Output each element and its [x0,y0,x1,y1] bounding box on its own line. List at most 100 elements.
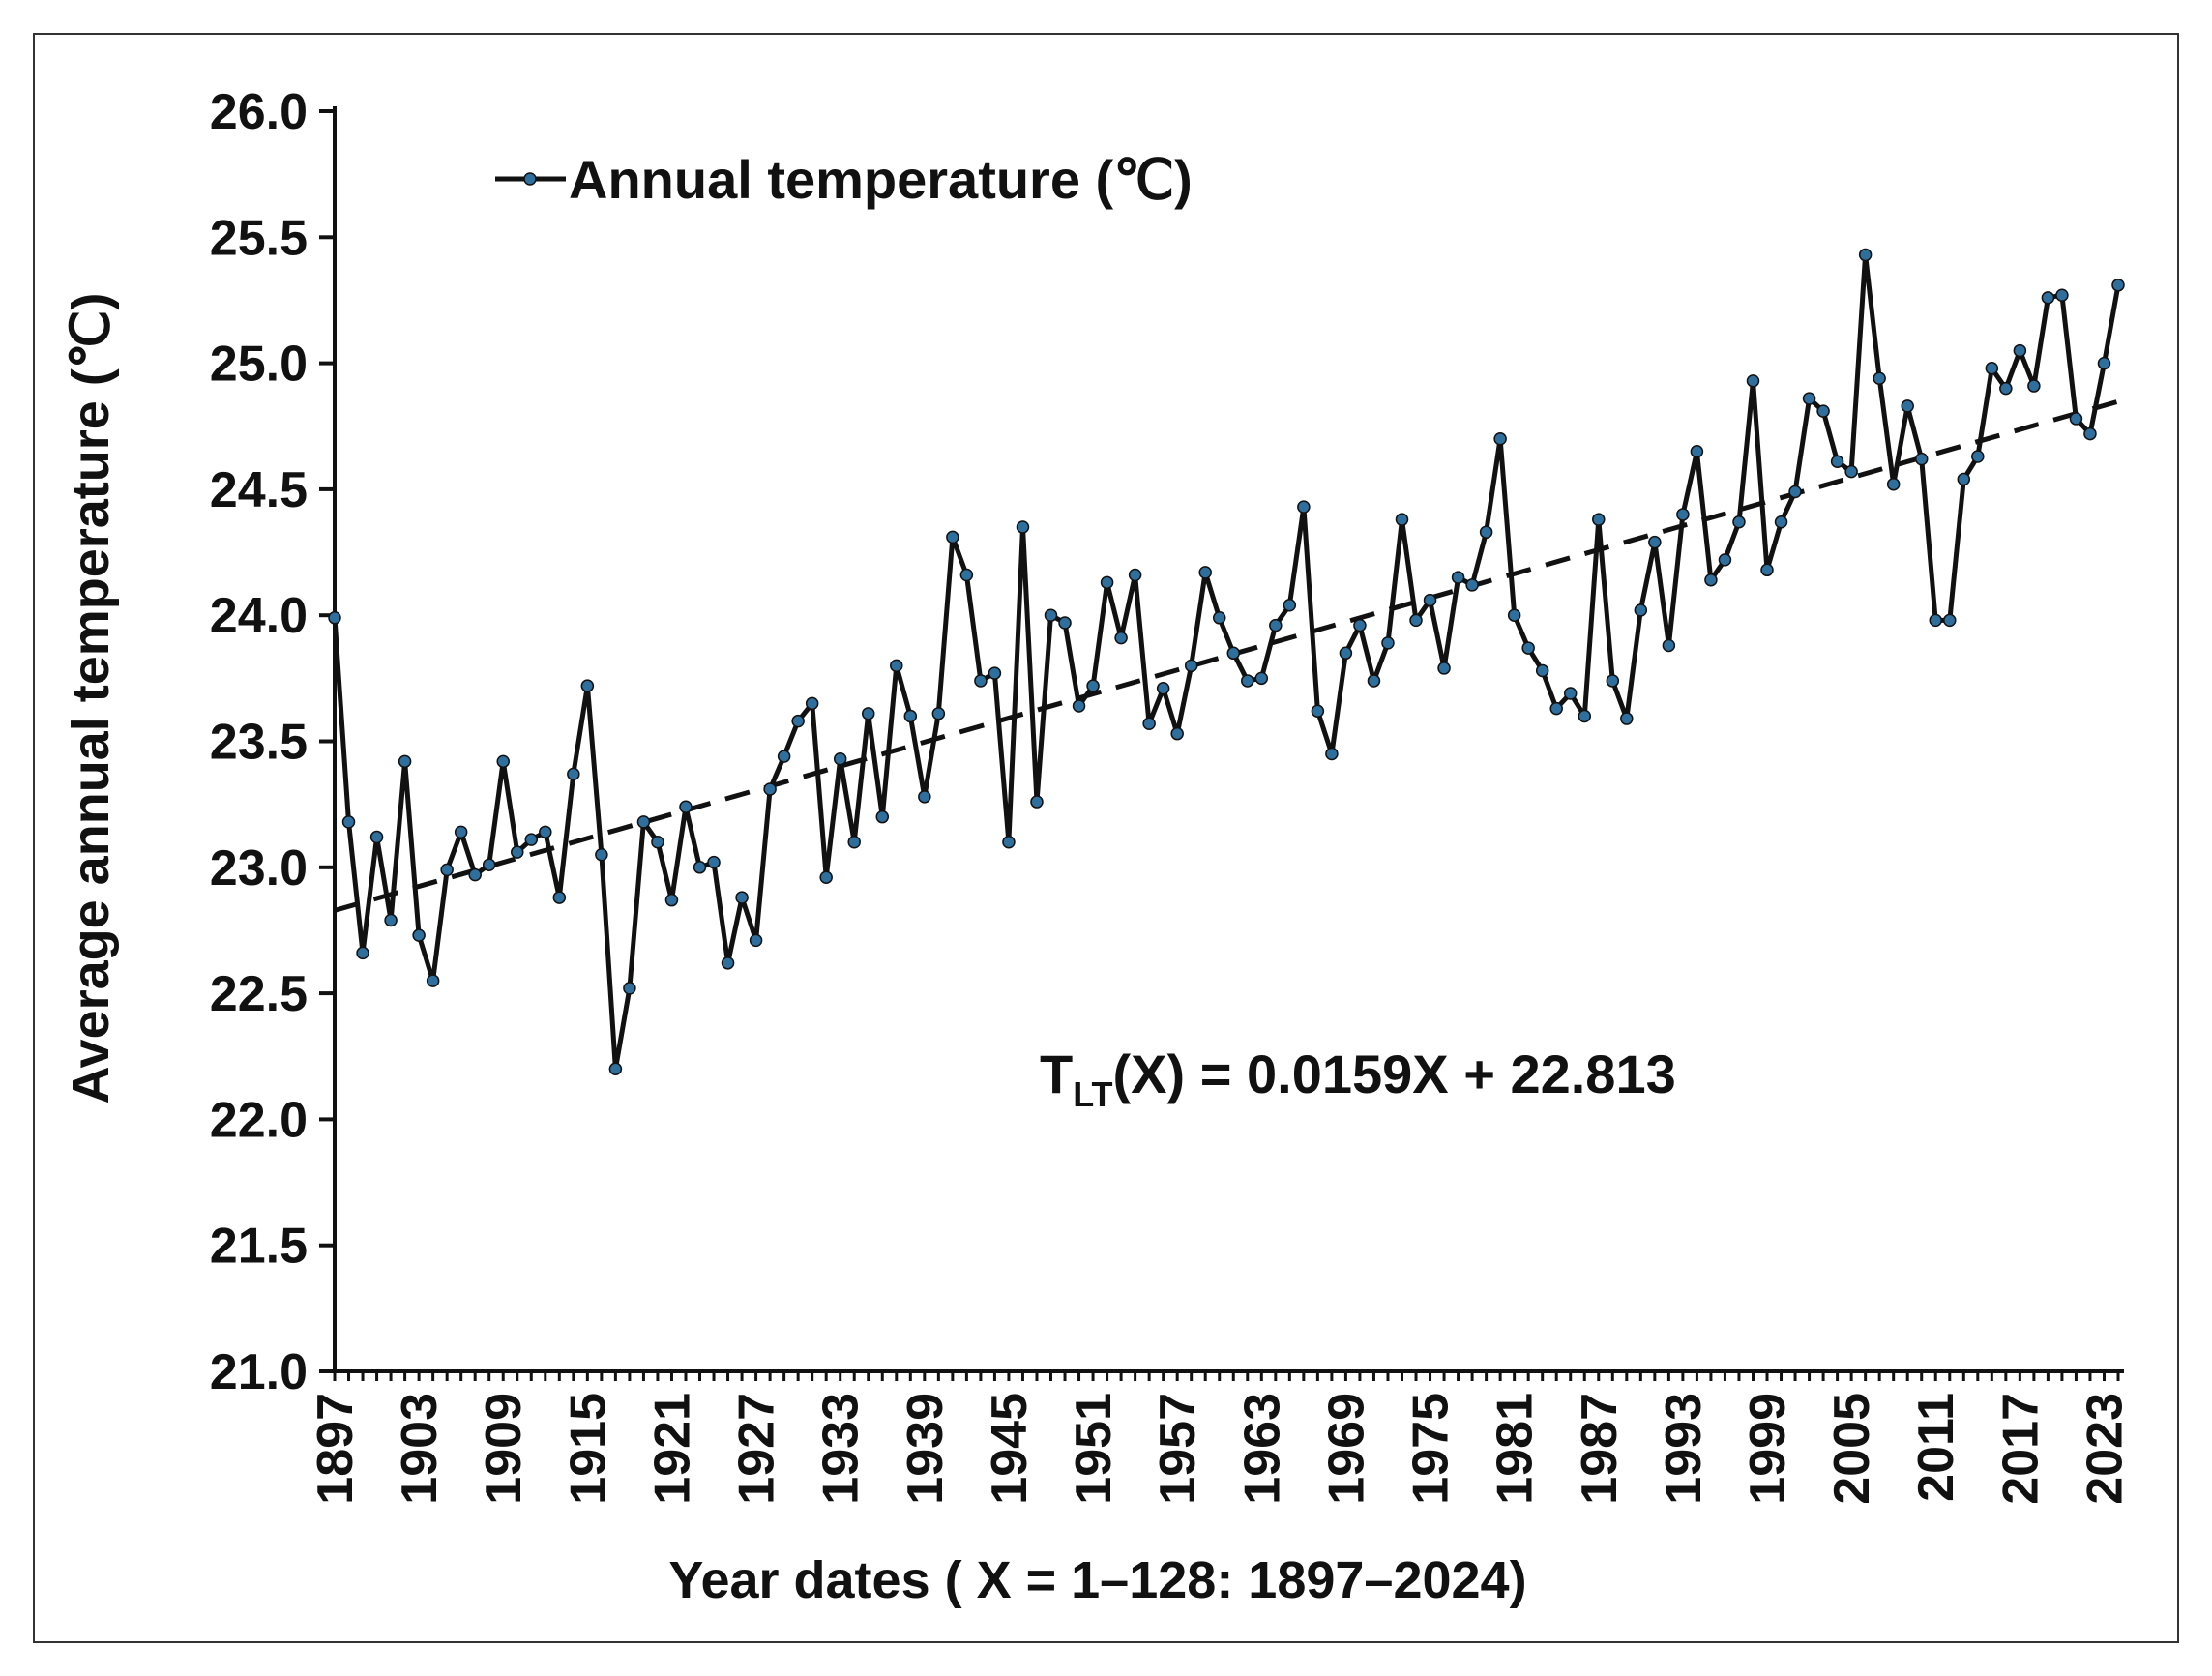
data-point [1283,599,1297,612]
data-point [735,891,749,904]
equation-body: (X) = 0.0159X + 22.813 [1113,1044,1676,1104]
x-tick-label: 1957 [1150,1393,1206,1505]
x-tick-label: 1981 [1488,1393,1544,1505]
data-point [777,750,791,763]
data-point [2111,279,2125,292]
x-tick-label: 1921 [644,1393,700,1505]
y-axis-title: Average annual temperature (℃) [62,293,120,1104]
data-point [1901,399,1914,413]
data-point [1690,445,1704,458]
data-point [1395,513,1409,526]
data-point [903,709,918,723]
data-point [819,870,833,884]
data-point [1704,573,1718,587]
legend-marker-swatch [523,172,537,186]
data-point [1367,674,1381,688]
legend-label: Annual temperature (℃) [569,149,1193,210]
data-point [1578,709,1592,723]
data-point [1353,618,1367,632]
data-point [1718,553,1732,567]
data-point [1844,464,1858,479]
data-point [1072,699,1086,713]
data-point [1170,726,1184,741]
x-tick-label: 1987 [1572,1393,1628,1505]
data-point [1971,450,1985,463]
data-point [482,858,496,871]
data-point [918,790,931,804]
data-point [1114,631,1128,645]
x-tick-label: 1909 [476,1393,532,1505]
data-point [1142,717,1156,731]
data-point [440,863,454,877]
data-point [1858,248,1873,262]
data-point [1816,404,1830,418]
data-point [1873,371,1886,385]
data-point [1620,712,1634,725]
data-point [384,913,398,927]
data-point [721,956,735,970]
data-point [1465,578,1479,592]
data-point [1914,452,1929,466]
data-point [988,666,1002,680]
data-point [2083,426,2097,441]
data-point [974,674,988,688]
y-tick-label: 26.0 [210,84,308,140]
data-point [2041,291,2055,305]
data-point [1325,747,1339,761]
y-tick-labels: 21.0 21.5 22.0 22.5 23.0 23.5 24.0 24.5 25.0 25.5… [210,84,308,1400]
x-tick-label: 1927 [729,1393,785,1505]
data-point [1226,646,1241,661]
data-point [1999,381,2013,396]
x-tick-label: 1903 [392,1393,448,1505]
data-point [580,679,595,692]
data-point [1662,638,1676,653]
data-point [1381,636,1395,650]
x-tick-label: 1975 [1403,1393,1460,1505]
data-point [496,754,510,769]
data-point [328,611,341,625]
data-point [398,754,412,769]
data-point [1409,613,1423,628]
data-point [356,946,369,960]
y-tick-label: 24.5 [210,462,308,518]
data-point [959,568,974,582]
data-point [636,815,651,829]
data-point [412,928,426,942]
data-point [608,1062,623,1076]
legend: Annual temperature (℃) [495,149,1193,210]
data-point [1943,613,1957,628]
data-point [524,833,539,846]
data-point [1606,674,1620,688]
x-tick-label: 2023 [2077,1393,2133,1505]
data-point [707,855,721,869]
data-point [1030,795,1044,809]
data-point [1957,472,1971,486]
data-point [693,861,707,874]
x-tick-label: 1963 [1234,1393,1290,1505]
data-point [1100,575,1114,590]
y-tick-label: 21.0 [210,1344,308,1400]
data-point [1563,687,1578,700]
data-point [1058,616,1072,630]
data-point [679,800,693,814]
data-point [1493,432,1507,446]
axes [319,106,2124,1381]
x-axis-title: Year dates ( X = 1–128: 1897–2024) [668,1551,1526,1609]
data-point [1086,679,1100,692]
data-point [946,530,959,544]
data-point [1254,671,1269,686]
data-point [426,974,440,987]
data-point [1297,500,1311,514]
data-point [1788,485,1802,499]
data-point [791,714,805,728]
y-tick-label: 23.5 [210,715,308,771]
data-point [1437,662,1451,675]
data-point [1830,455,1844,468]
data-point [1002,835,1016,849]
data-point [1549,701,1563,716]
data-point [623,982,636,995]
x-tick-labels: 1897 1903 1909 1915 1921 1927 1933 1939 1945 1951… [308,1393,2133,1505]
data-point [1746,374,1760,388]
y-tick-label: 24.0 [210,588,308,644]
data-point [1339,646,1353,661]
